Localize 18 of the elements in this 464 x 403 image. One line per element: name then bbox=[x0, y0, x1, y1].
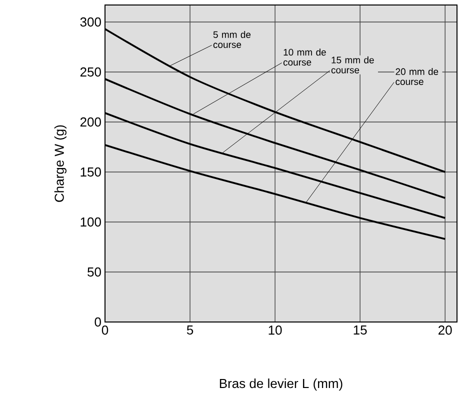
annotation: 15 mm de course bbox=[331, 56, 374, 74]
y-tick-label: 250 bbox=[80, 67, 101, 77]
x-tick-label: 20 bbox=[438, 326, 452, 335]
y-tick-label: 50 bbox=[88, 267, 101, 277]
x-tick-label: 10 bbox=[268, 326, 282, 335]
annotation: 5 mm de course bbox=[213, 31, 251, 48]
y-axis-title: Charge W (g) bbox=[54, 125, 66, 202]
y-tick-label: 150 bbox=[80, 167, 101, 177]
x-tick-label: 5 bbox=[186, 326, 194, 335]
annotation: 10 mm de course bbox=[283, 48, 326, 66]
annotation: 20 mm de course bbox=[396, 68, 438, 85]
y-tick-label: 100 bbox=[80, 217, 101, 227]
x-axis-title: Bras de levier L (mm) bbox=[220, 378, 342, 391]
y-tick-label: 0 bbox=[94, 317, 101, 327]
y-tick-label: 200 bbox=[80, 117, 101, 127]
x-tick-label: 0 bbox=[102, 326, 108, 335]
y-tick-label: 300 bbox=[80, 17, 101, 27]
x-tick-label: 15 bbox=[354, 326, 367, 335]
